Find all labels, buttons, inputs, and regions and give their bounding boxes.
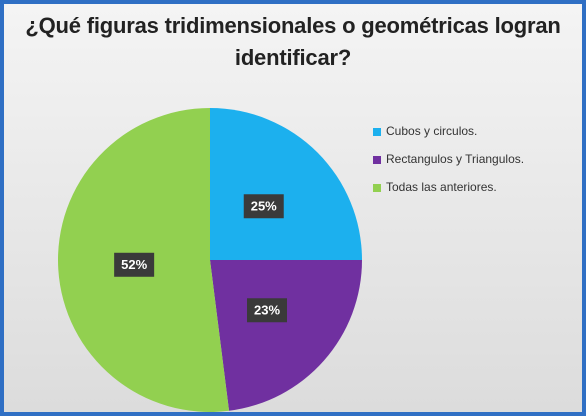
- data-label: 52%: [121, 257, 147, 272]
- legend-swatch: [373, 184, 381, 192]
- data-label: 23%: [254, 303, 280, 318]
- chart-title: ¿Qué figuras tridimensionales o geométri…: [25, 13, 561, 70]
- legend-swatch: [373, 128, 381, 136]
- chart: 25% 23% 52% Cubos y circulos. Rectangulos y …: [58, 108, 524, 412]
- data-label-box: [247, 298, 288, 323]
- legend-label: Todas las anteriores.: [386, 180, 497, 194]
- data-label: 25%: [251, 199, 277, 214]
- legend-swatch: [373, 156, 381, 164]
- pie-slice: [210, 108, 362, 260]
- data-label-box: [243, 194, 284, 219]
- data-label-box: [114, 252, 155, 277]
- pie-slice: [210, 260, 362, 411]
- legend-label: Cubos y circulos.: [386, 124, 477, 138]
- legend-label: Rectangulos y Triangulos.: [386, 152, 524, 166]
